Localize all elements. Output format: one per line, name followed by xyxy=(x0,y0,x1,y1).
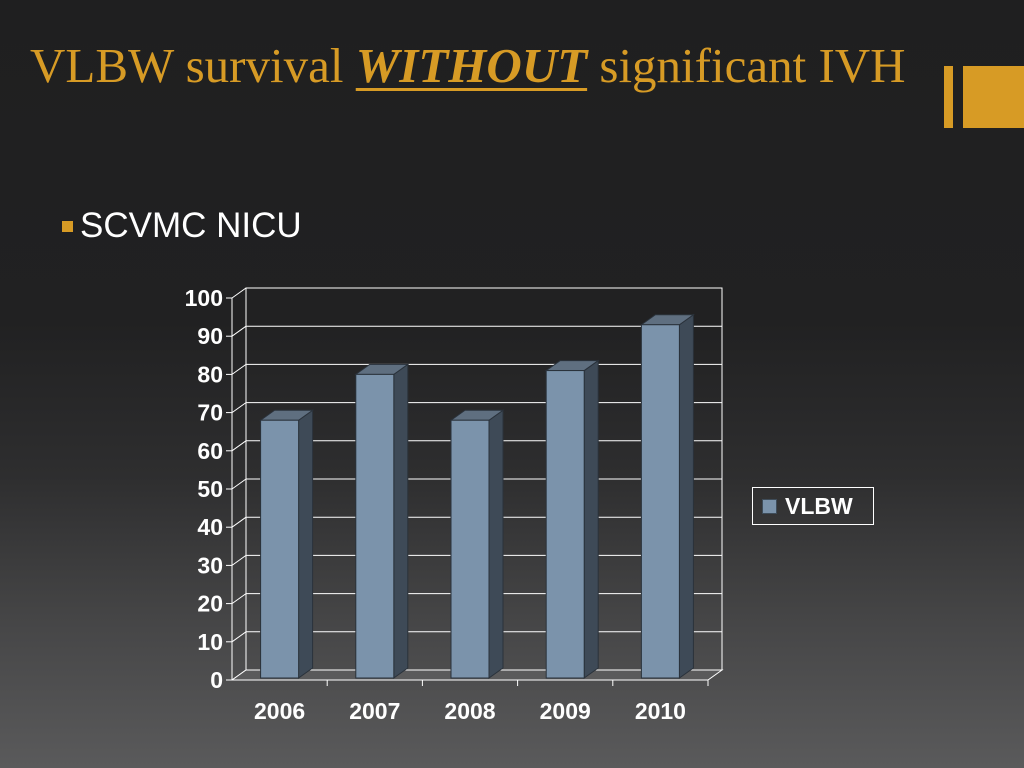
x-tick-label: 2007 xyxy=(349,698,400,724)
bar-front xyxy=(355,373,395,679)
title-text-before: VLBW survival xyxy=(30,38,356,93)
gridline-side xyxy=(231,363,247,375)
y-tick-label: 40 xyxy=(197,514,223,540)
y-tick-label: 20 xyxy=(197,591,223,617)
gridline-side xyxy=(231,402,247,414)
y-tick-label: 50 xyxy=(197,476,223,502)
bar-side xyxy=(583,359,599,679)
chart-tick-labels: 0 10 20 30 40 50 60 70 80 90 100 2006 2007 2008 2009 20… xyxy=(185,285,686,724)
chart-legend: VLBW xyxy=(752,487,874,525)
bar xyxy=(639,313,695,679)
bar xyxy=(449,409,505,679)
gridline-side xyxy=(231,593,247,605)
gridline-side xyxy=(231,631,247,643)
bullet-text: SCVMC NICU xyxy=(80,206,302,245)
y-tick-label: 0 xyxy=(210,667,223,693)
bar xyxy=(354,363,410,679)
x-tick-label: 2008 xyxy=(444,698,495,724)
bar-front xyxy=(260,419,300,679)
y-tick-label: 100 xyxy=(185,285,223,311)
x-tick-label: 2006 xyxy=(254,698,305,724)
slide-title: VLBW survival WITHOUT significant IVH xyxy=(30,36,930,96)
chart-bars xyxy=(259,313,695,679)
gridline-side xyxy=(231,325,247,337)
gridline-side xyxy=(231,287,247,299)
bar-front xyxy=(545,370,585,679)
bar-side xyxy=(393,363,409,679)
bar-front xyxy=(640,324,680,679)
chart-axes xyxy=(226,297,709,686)
bar xyxy=(544,359,600,679)
gridline-side xyxy=(231,478,247,490)
y-tick-label: 90 xyxy=(197,323,223,349)
y-tick-label: 70 xyxy=(197,400,223,426)
title-text-after: significant IVH xyxy=(587,38,906,93)
decorative-bar-thick xyxy=(963,66,1024,128)
x-tick-label: 2010 xyxy=(635,698,686,724)
y-tick-label: 10 xyxy=(197,629,223,655)
bar-front xyxy=(450,419,490,679)
legend-label: VLBW xyxy=(785,493,853,519)
y-tick-label: 60 xyxy=(197,438,223,464)
gridline-side xyxy=(231,440,247,452)
y-tick-label: 30 xyxy=(197,552,223,578)
bar-side xyxy=(678,313,694,679)
x-tick-label: 2009 xyxy=(540,698,591,724)
bar-side xyxy=(298,409,314,679)
bar-side xyxy=(488,409,504,679)
y-tick-label: 80 xyxy=(197,361,223,387)
decorative-bar-thin xyxy=(944,66,953,128)
gridline-side xyxy=(231,516,247,528)
bar xyxy=(259,409,315,679)
bullet-square-icon xyxy=(62,221,73,232)
title-emphasis: WITHOUT xyxy=(355,38,588,93)
gridline-side xyxy=(231,554,247,566)
legend-swatch xyxy=(762,499,777,514)
